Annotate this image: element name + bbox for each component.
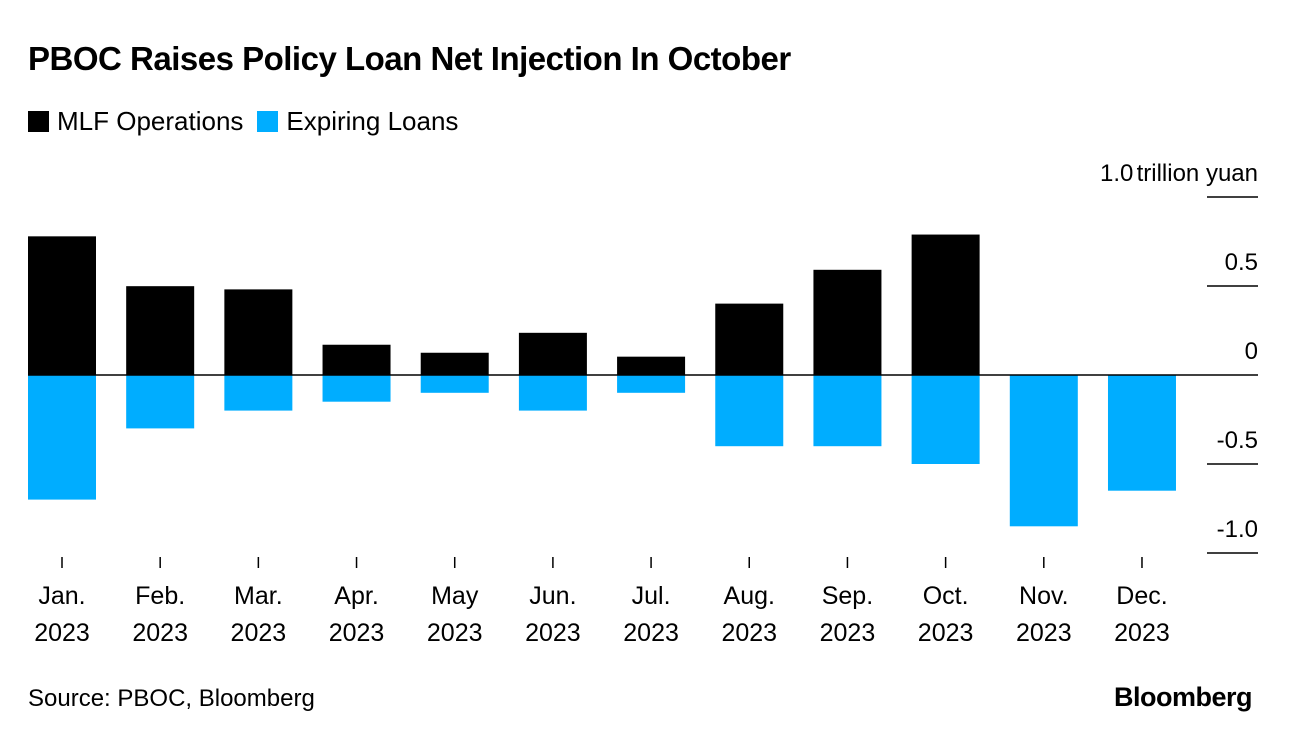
bar-mlf <box>126 286 195 375</box>
bloomberg-logo: Bloomberg <box>1113 682 1253 712</box>
legend-swatch-mlf <box>28 111 49 132</box>
x-tick-label: Jul. <box>632 582 671 610</box>
bar-mlf <box>322 344 391 375</box>
chart-title: PBOC Raises Policy Loan Net Injection In… <box>28 40 791 77</box>
x-tick-label: 2023 <box>918 619 974 647</box>
x-tick-label: Apr. <box>334 582 378 610</box>
x-tick-label: Aug. <box>724 582 775 610</box>
bar-mlf <box>420 352 489 375</box>
bar-expiring <box>1009 375 1078 527</box>
x-tick-label: May <box>431 582 479 610</box>
bar-mlf <box>813 269 882 375</box>
bar-mlf <box>28 236 96 375</box>
bar-expiring <box>28 375 96 500</box>
bar-expiring <box>911 375 980 464</box>
legend-swatch-expiring <box>257 111 279 132</box>
x-tick-label: 2023 <box>132 619 188 647</box>
y-tick-label: -1.0 <box>1217 516 1258 543</box>
x-tick-label: 2023 <box>231 619 287 647</box>
bar-mlf <box>715 303 784 375</box>
bar-mlf <box>518 332 587 375</box>
y-tick-label: -0.5 <box>1217 427 1258 454</box>
bar-expiring <box>126 375 195 429</box>
source-note: Source: PBOC, Bloomberg <box>28 685 315 712</box>
x-tick-label: Nov. <box>1019 582 1069 610</box>
bar-mlf <box>617 356 686 375</box>
bar-expiring <box>813 375 882 447</box>
bar-expiring <box>322 375 391 402</box>
bar-mlf <box>224 289 293 375</box>
bar-expiring <box>224 375 293 411</box>
bar-expiring <box>1107 375 1176 491</box>
bar-expiring <box>617 375 686 393</box>
x-tick-label: Dec. <box>1116 582 1167 610</box>
legend-label-expiring: Expiring Loans <box>286 106 459 136</box>
x-tick-label: Feb. <box>135 582 185 610</box>
bar-mlf <box>911 234 980 375</box>
x-tick-label: 2023 <box>427 619 483 647</box>
x-tick-label: 2023 <box>1114 619 1170 647</box>
legend-label-mlf: MLF Operations <box>57 106 244 136</box>
y-tick-label: 0.5 <box>1225 249 1258 276</box>
bar-expiring <box>420 375 489 393</box>
x-tick-label: 2023 <box>1016 619 1072 647</box>
x-tick-label: Jun. <box>529 582 576 610</box>
x-tick-label: Sep. <box>822 582 873 610</box>
legend-item-mlf: MLF Operations <box>28 106 243 137</box>
x-tick-label: 2023 <box>623 619 679 647</box>
legend: MLF Operations Expiring Loans <box>28 106 458 137</box>
legend-item-expiring: Expiring Loans <box>257 106 458 137</box>
x-tick-label: Mar. <box>234 582 283 610</box>
x-tick-label: Oct. <box>923 582 969 610</box>
y-tick-label: 1.0 <box>1100 160 1133 187</box>
x-tick-label: 2023 <box>525 619 581 647</box>
x-tick-label: 2023 <box>820 619 876 647</box>
bar-expiring <box>715 375 784 447</box>
x-tick-label: 2023 <box>329 619 385 647</box>
bar-expiring <box>518 375 587 411</box>
x-tick-label: 2023 <box>34 619 90 647</box>
x-tick-label: Jan. <box>38 582 85 610</box>
x-tick-label: 2023 <box>721 619 777 647</box>
y-tick-label: 0 <box>1245 338 1258 365</box>
y-unit-label: trillion yuan <box>1137 160 1258 187</box>
